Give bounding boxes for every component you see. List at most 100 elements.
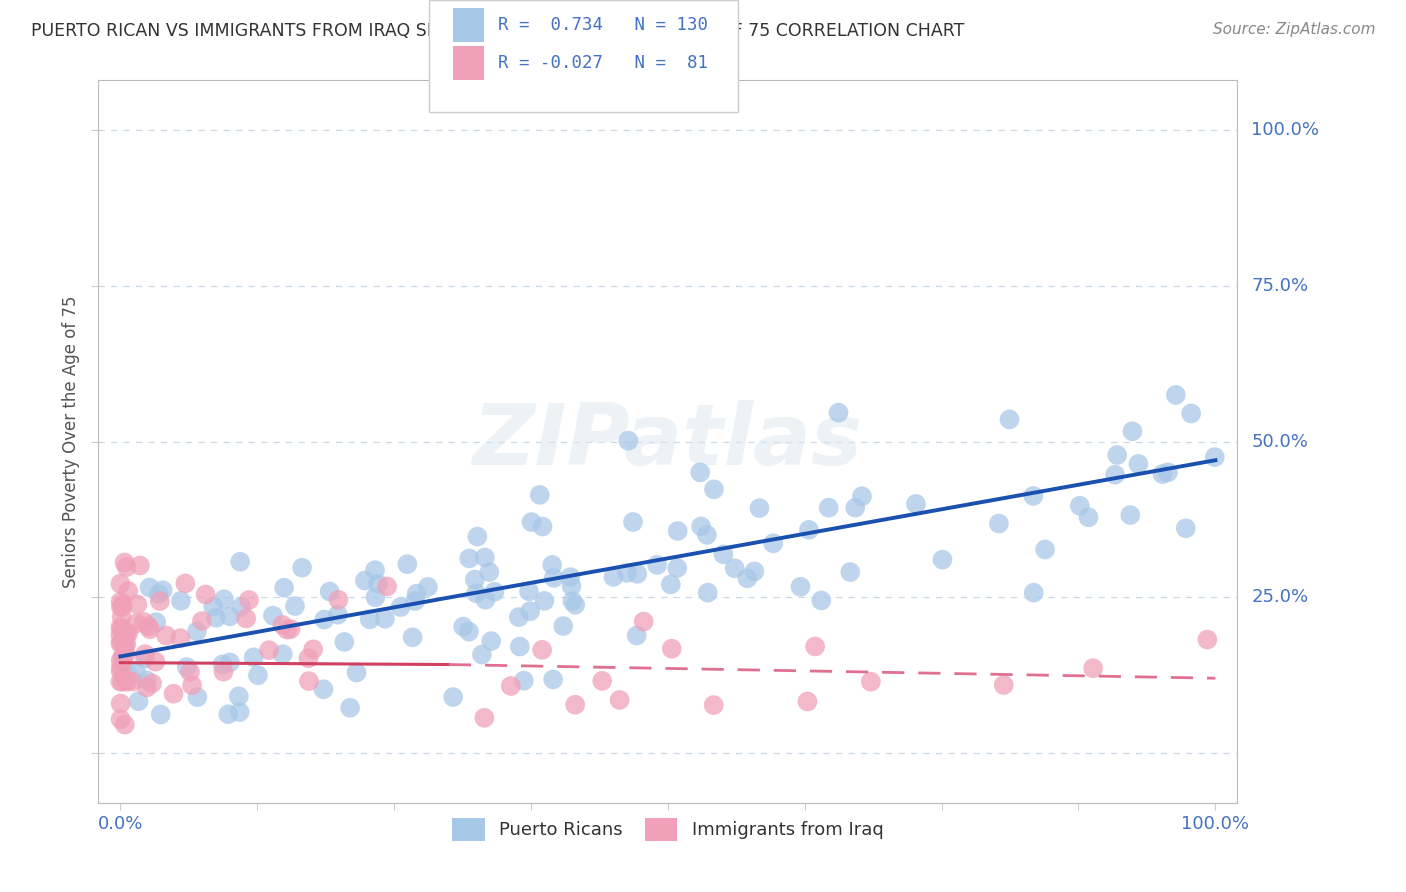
Point: [404, 594, 426, 608]
Point: [235, 611, 257, 625]
Point: [633, 615, 655, 629]
Point: [110, 634, 132, 648]
Y-axis label: Seniors Poverty Over the Age of 75: Seniors Poverty Over the Age of 75: [62, 295, 80, 588]
Point: [246, 668, 269, 682]
Point: [271, 647, 294, 661]
Point: [713, 547, 735, 561]
Point: [297, 651, 319, 665]
Point: [1022, 585, 1045, 599]
Point: [276, 623, 298, 637]
Point: [111, 599, 134, 614]
Point: [626, 566, 648, 581]
Point: [135, 673, 157, 688]
Point: [617, 434, 640, 448]
Point: [531, 643, 554, 657]
Point: [111, 626, 134, 640]
Point: [405, 587, 427, 601]
Point: [115, 647, 138, 661]
Point: [744, 565, 766, 579]
Point: [298, 674, 321, 689]
Point: [149, 707, 172, 722]
Point: [509, 640, 531, 654]
Point: [115, 674, 138, 689]
Point: [851, 489, 873, 503]
Point: [804, 640, 827, 654]
Point: [262, 608, 284, 623]
Point: [138, 619, 160, 633]
Point: [666, 561, 689, 575]
Point: [211, 657, 233, 672]
Point: [543, 571, 565, 585]
Point: [145, 655, 167, 669]
Point: [1081, 661, 1104, 675]
Point: [533, 594, 555, 608]
Point: [689, 466, 711, 480]
Point: [229, 555, 252, 569]
Text: R =  0.734   N = 130: R = 0.734 N = 130: [498, 16, 707, 34]
Point: [1174, 521, 1197, 535]
Text: R = -0.027   N =  81: R = -0.027 N = 81: [498, 54, 707, 72]
Point: [117, 666, 139, 681]
Point: [560, 570, 582, 584]
Point: [111, 598, 134, 612]
Point: [931, 552, 953, 566]
Point: [441, 690, 464, 704]
Point: [541, 673, 564, 687]
Point: [148, 587, 170, 601]
Point: [110, 600, 132, 615]
Point: [616, 566, 638, 580]
Point: [762, 536, 785, 550]
Point: [328, 592, 350, 607]
Point: [626, 628, 648, 642]
Point: [238, 593, 260, 607]
Point: [110, 660, 132, 674]
Point: [181, 678, 204, 692]
Point: [152, 583, 174, 598]
Point: [134, 651, 156, 665]
Point: [531, 519, 554, 533]
Point: [219, 656, 242, 670]
Point: [401, 630, 423, 644]
Point: [359, 612, 381, 626]
Text: 75.0%: 75.0%: [1251, 277, 1309, 295]
Point: [748, 501, 770, 516]
Point: [564, 698, 586, 712]
Point: [115, 625, 138, 640]
Point: [1204, 450, 1226, 464]
Point: [520, 515, 543, 529]
Point: [1152, 467, 1174, 481]
Point: [998, 412, 1021, 426]
Point: [228, 690, 250, 704]
Point: [354, 574, 377, 588]
Point: [517, 584, 540, 599]
Point: [139, 622, 162, 636]
Point: [273, 581, 295, 595]
Point: [661, 641, 683, 656]
Point: [474, 711, 496, 725]
Point: [508, 610, 530, 624]
Point: [474, 592, 496, 607]
Point: [724, 561, 747, 575]
Point: [471, 648, 494, 662]
Point: [257, 643, 280, 657]
Point: [202, 599, 225, 614]
Point: [339, 700, 361, 714]
Point: [111, 652, 134, 666]
Point: [212, 592, 235, 607]
Point: [810, 593, 832, 607]
Point: [737, 571, 759, 585]
Text: PUERTO RICAN VS IMMIGRANTS FROM IRAQ SENIORS POVERTY OVER THE AGE OF 75 CORRELAT: PUERTO RICAN VS IMMIGRANTS FROM IRAQ SEN…: [31, 22, 965, 40]
Text: 50.0%: 50.0%: [1251, 433, 1308, 450]
Point: [796, 694, 818, 708]
Point: [110, 636, 132, 650]
Point: [179, 665, 201, 679]
Point: [844, 500, 866, 515]
Point: [326, 607, 349, 622]
Point: [602, 570, 624, 584]
Point: [364, 563, 387, 577]
Point: [186, 690, 208, 705]
Point: [416, 580, 439, 594]
Point: [110, 674, 132, 689]
Point: [112, 628, 135, 642]
Point: [696, 528, 718, 542]
